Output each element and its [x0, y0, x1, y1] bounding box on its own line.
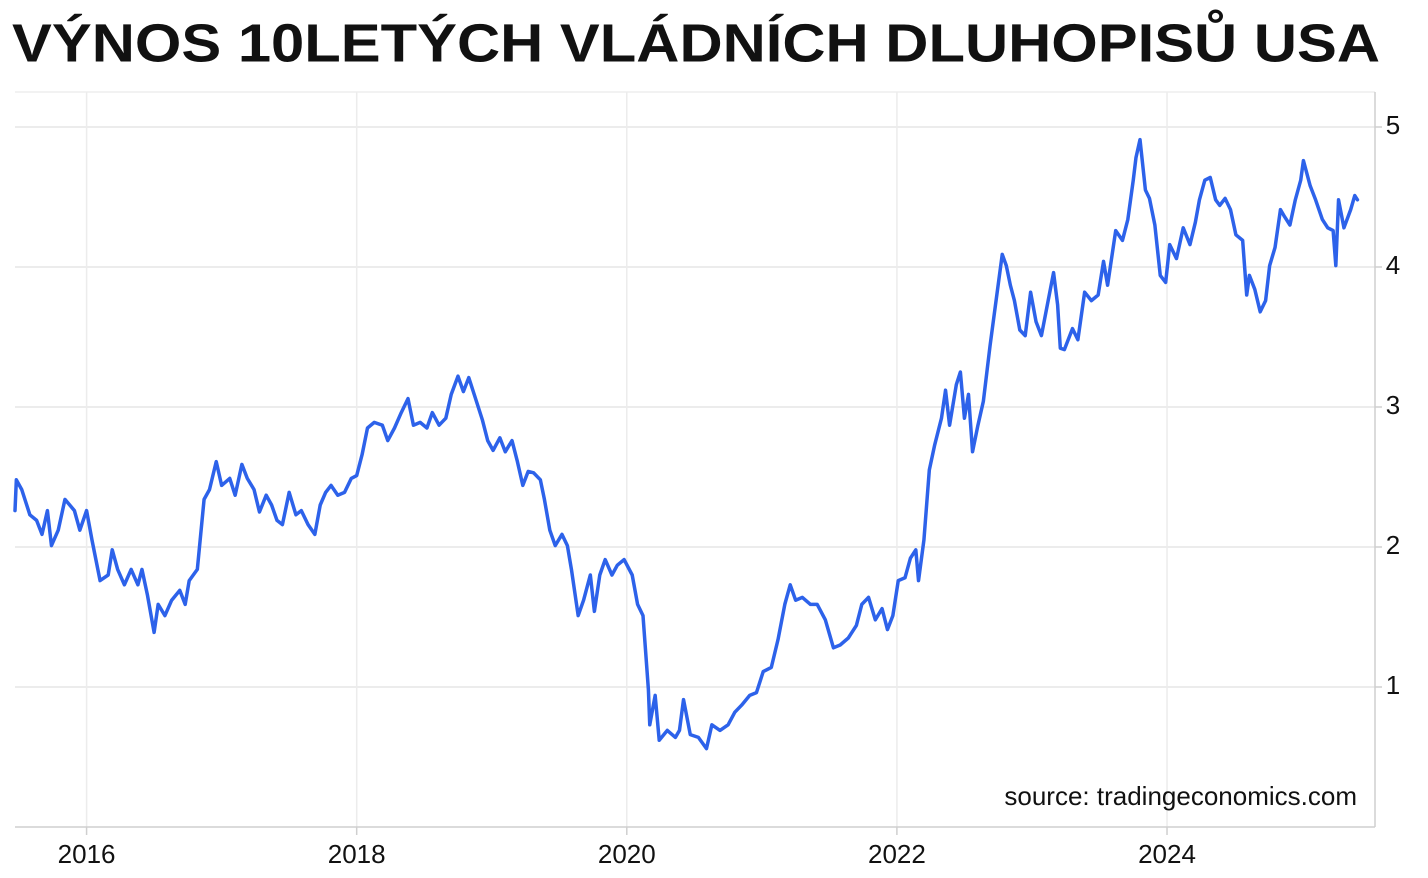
- grid: [15, 92, 1382, 835]
- chart-title: VÝNOS 10LETÝCH VLÁDNÍCH DLUHOPISŮ USA: [12, 9, 1380, 73]
- x-tick-label: 2018: [328, 839, 386, 869]
- y-tick-label: 2: [1386, 530, 1400, 560]
- x-tick-label: 2020: [598, 839, 656, 869]
- y-tick-label: 5: [1386, 110, 1400, 140]
- y-tick-label: 4: [1386, 250, 1400, 280]
- y-tick-label: 1: [1386, 670, 1400, 700]
- yield-line: [13, 137, 1360, 751]
- source-annotation: source: tradingeconomics.com: [1004, 781, 1357, 811]
- marks: [13, 137, 1360, 751]
- x-tick-label: 2022: [868, 839, 926, 869]
- y-tick-label: 3: [1386, 390, 1400, 420]
- x-tick-label: 2016: [58, 839, 116, 869]
- x-tick-label: 2024: [1138, 839, 1196, 869]
